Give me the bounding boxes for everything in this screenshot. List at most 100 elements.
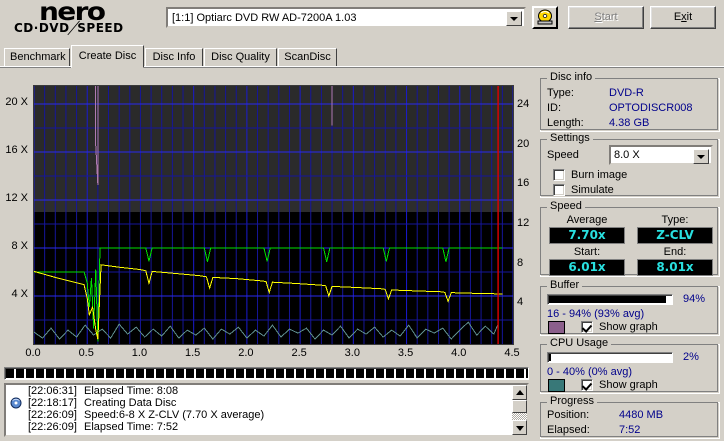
right-axis-tick: 4 xyxy=(517,296,524,309)
x-axis-tick: 0.5 xyxy=(78,347,94,359)
right-axis-tick: 8 xyxy=(517,256,524,269)
disc-id-label: ID: xyxy=(547,102,562,114)
speed-select-value: 8.0 X xyxy=(614,149,640,161)
x-axis-tick: 2.0 xyxy=(238,347,254,359)
buffer-caption: Buffer xyxy=(547,280,583,291)
chevron-down-icon xyxy=(697,154,705,159)
tab-separator-dark xyxy=(0,67,724,68)
log-row[interactable]: [22:26:09] Elapsed Time: 7:52 xyxy=(6,421,512,433)
disc-info-caption: Disc info xyxy=(547,72,596,83)
cpu-caption: CPU Usage xyxy=(547,338,612,349)
buffer-panel: Buffer 94% 16 - 94% (93% avg) Show graph xyxy=(540,280,720,336)
disc-info-panel: Disc info Type: DVD-R ID: OPTODISCR008 L… xyxy=(540,72,720,132)
cpu-show-graph-label: Show graph xyxy=(599,379,658,391)
simulate-checkbox[interactable] xyxy=(553,184,565,196)
log-row[interactable]: [22:18:17] Creating Data Disc xyxy=(6,397,512,409)
buffer-show-graph-label: Show graph xyxy=(599,321,658,333)
log-row[interactable]: [22:26:09] Speed:6-8 X Z-CLV (7.70 X aver… xyxy=(6,409,512,421)
tab-disc-info[interactable]: Disc Info xyxy=(145,48,203,67)
cpu-range-label: 0 - 40% (0% avg) xyxy=(547,366,632,378)
log-row-time: [22:26:09] xyxy=(28,421,77,433)
speed-average-value: 7.70x xyxy=(549,227,625,244)
log-row-message: Speed:6-8 X Z-CLV (7.70 X average) xyxy=(84,409,265,421)
toolbar: nero CD·DVD╱SPEED [1:1] Optiarc DVD RW A… xyxy=(0,0,724,40)
tab-create-disc-label: Create Disc xyxy=(78,50,137,62)
log-panel[interactable]: [22:06:31] Elapsed Time: 8:08 [22:18:17] Cr… xyxy=(4,383,529,437)
x-axis-tick: 2.5 xyxy=(291,347,307,359)
burn-image-checkbox[interactable] xyxy=(553,169,565,181)
logo-tagline-left: CD·DVD xyxy=(14,21,70,35)
disc-id-value: OPTODISCR008 xyxy=(609,102,693,114)
progress-caption: Progress xyxy=(547,396,598,407)
speed-type-label: Type: xyxy=(661,214,689,226)
x-axis-tick: 4.0 xyxy=(451,347,467,359)
speed-panel-caption: Speed xyxy=(547,201,585,212)
speed-graph: 4 X 8 X 12 X 16 X 20 X 4 8 12 16 20 24 0.0 0.5 1.0 1… xyxy=(0,72,533,362)
tab-scandisc-label: ScanDisc xyxy=(284,51,331,63)
scroll-up-arrow-icon xyxy=(516,390,524,395)
buffer-color-swatch xyxy=(548,321,565,334)
drive-select-dropdown-button[interactable] xyxy=(506,11,522,26)
buffer-range-label: 16 - 94% (93% avg) xyxy=(547,308,645,320)
cpu-show-graph-checkbox[interactable] xyxy=(581,379,593,391)
simulate-label: Simulate xyxy=(571,184,614,196)
burn-image-label: Burn image xyxy=(571,169,628,181)
settings-panel: Settings Speed 8.0 X Burn image Simulate xyxy=(540,133,720,198)
progress-panel: Progress Position: 4480 MB Elapsed: 7:52 xyxy=(540,396,720,439)
elapsed-value: 7:52 xyxy=(619,424,641,436)
buffer-meter xyxy=(547,294,673,305)
speed-start-value: 6.01x xyxy=(549,259,625,276)
speed-graph-plot-area[interactable] xyxy=(33,85,514,345)
log-row-message: Creating Data Disc xyxy=(84,397,177,409)
tab-disc-info-label: Disc Info xyxy=(152,51,196,63)
speed-average-label: Average xyxy=(566,214,608,226)
log-scroll-track[interactable] xyxy=(512,413,527,420)
x-axis-tick: 3.5 xyxy=(397,347,414,359)
cpu-percent-label: 2% xyxy=(683,351,699,363)
overall-progress-bar xyxy=(4,367,529,380)
log-scrollbar[interactable] xyxy=(512,385,527,435)
tab-disc-quality[interactable]: Disc Quality xyxy=(204,48,277,67)
speed-select-dropdown-button[interactable] xyxy=(693,149,709,164)
log-row-time: [22:18:17] xyxy=(28,397,77,409)
disc-icon xyxy=(10,397,23,409)
drive-select-value: [1:1] Optiarc DVD RW AD-7200A 1.03 xyxy=(172,12,357,24)
speed-select[interactable]: 8.0 X xyxy=(609,145,713,165)
cpu-usage-panel: CPU Usage 2% 0 - 40% (0% avg) Show graph xyxy=(540,338,720,394)
tab-scandisc[interactable]: ScanDisc xyxy=(278,48,337,67)
logo-tagline: CD·DVD╱SPEED xyxy=(14,21,124,35)
eject-disc-icon xyxy=(537,9,553,25)
log-row-message: Elapsed Time: 7:52 xyxy=(84,421,179,433)
x-axis-tick: 4.5 xyxy=(504,347,520,359)
eject-button[interactable] xyxy=(532,6,558,29)
exit-button[interactable]: Exit xyxy=(650,6,716,29)
log-scroll-up-button[interactable] xyxy=(512,385,527,400)
x-axis-tick: 3.0 xyxy=(344,347,360,359)
chevron-down-icon xyxy=(510,16,518,21)
disc-type-label: Type: xyxy=(547,87,574,99)
drive-select[interactable]: [1:1] Optiarc DVD RW AD-7200A 1.03 xyxy=(166,7,526,28)
tab-bar: Benchmark Create Disc Disc Info Disc Qua… xyxy=(0,45,724,68)
position-label: Position: xyxy=(547,409,590,421)
disc-type-value: DVD-R xyxy=(609,87,644,99)
log-list: [22:06:31] Elapsed Time: 8:08 [22:18:17] Cr… xyxy=(6,385,512,435)
right-axis-tick: 24 xyxy=(517,97,530,110)
buffer-show-graph-checkbox[interactable] xyxy=(581,321,593,333)
log-row-time: [22:26:09] xyxy=(28,409,77,421)
tab-separator-light xyxy=(0,66,724,67)
log-row-message: Elapsed Time: 8:08 xyxy=(84,385,179,397)
nero-logo: nero CD·DVD╱SPEED xyxy=(14,0,164,35)
start-button[interactable]: Start xyxy=(568,6,644,29)
log-scroll-thumb[interactable] xyxy=(512,400,527,413)
speed-graph-svg xyxy=(34,86,513,344)
log-row[interactable]: [22:06:31] Elapsed Time: 8:08 xyxy=(6,385,512,397)
left-axis-tick: 20 X xyxy=(5,96,28,108)
right-axis-tick: 20 xyxy=(517,137,530,150)
log-scroll-down-button[interactable] xyxy=(512,420,527,435)
tab-create-disc[interactable]: Create Disc xyxy=(71,45,144,68)
right-axis-tick: 12 xyxy=(517,216,530,229)
speed-end-value: 8.01x xyxy=(637,259,713,276)
tab-benchmark[interactable]: Benchmark xyxy=(4,48,70,67)
x-axis-tick: 1.5 xyxy=(185,347,201,359)
